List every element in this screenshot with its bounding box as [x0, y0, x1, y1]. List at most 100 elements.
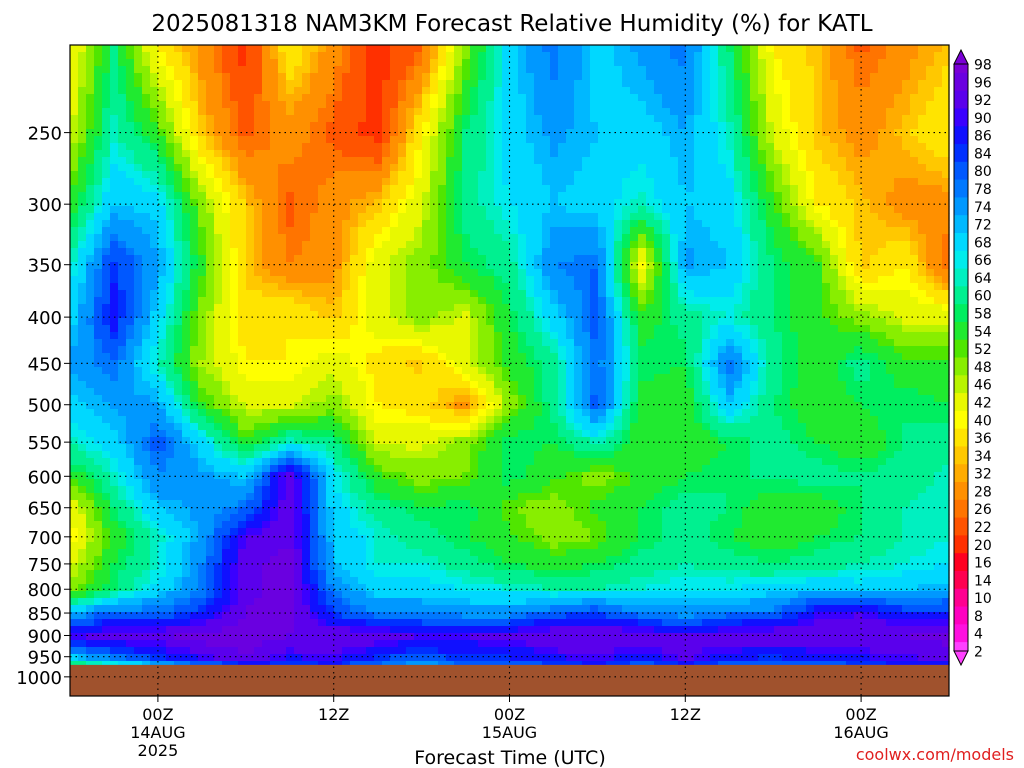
- rh-cell: [590, 290, 599, 298]
- rh-cell: [822, 255, 831, 263]
- rh-cell: [518, 290, 527, 298]
- rh-cell: [238, 101, 247, 109]
- rh-cell: [222, 129, 231, 137]
- rh-cell: [342, 122, 351, 130]
- rh-cell: [542, 255, 551, 263]
- rh-cell: [854, 136, 863, 144]
- rh-cell: [582, 164, 591, 172]
- rh-cell: [726, 311, 735, 319]
- rh-cell: [942, 276, 950, 284]
- rh-cell: [486, 276, 495, 284]
- rh-cell: [942, 332, 950, 340]
- rh-cell: [630, 199, 639, 207]
- rh-cell: [222, 94, 231, 102]
- rh-cell: [870, 185, 879, 193]
- rh-cell: [550, 206, 559, 214]
- rh-cell: [94, 66, 103, 74]
- rh-cell: [622, 59, 631, 67]
- rh-cell: [206, 164, 215, 172]
- rh-cell: [702, 241, 711, 249]
- rh-cell: [926, 255, 935, 263]
- rh-cell: [238, 94, 247, 102]
- rh-cell: [814, 108, 823, 116]
- rh-cell: [606, 178, 615, 186]
- rh-cell: [662, 108, 671, 116]
- rh-cell: [606, 66, 615, 74]
- rh-cell: [774, 136, 783, 144]
- rh-cell: [838, 234, 847, 242]
- rh-cell: [718, 311, 727, 319]
- rh-cell: [726, 262, 735, 270]
- rh-cell: [182, 220, 191, 228]
- rh-cell: [886, 255, 895, 263]
- rh-cell: [678, 276, 687, 284]
- rh-cell: [470, 52, 479, 60]
- rh-cell: [606, 255, 615, 263]
- rh-cell: [198, 108, 207, 116]
- rh-cell: [462, 157, 471, 165]
- rh-cell: [318, 276, 327, 284]
- rh-cell: [582, 136, 591, 144]
- rh-cell: [630, 101, 639, 109]
- rh-cell: [350, 262, 359, 270]
- rh-cell: [470, 122, 479, 130]
- rh-cell: [118, 157, 127, 165]
- rh-cell: [318, 157, 327, 165]
- rh-cell: [406, 248, 415, 256]
- rh-cell: [422, 129, 431, 137]
- rh-cell: [830, 171, 839, 179]
- rh-cell: [70, 304, 79, 312]
- rh-cell: [838, 269, 847, 277]
- rh-cell: [750, 241, 759, 249]
- rh-cell: [518, 192, 527, 200]
- rh-cell: [862, 290, 871, 298]
- rh-cell: [510, 143, 519, 151]
- rh-cell: [190, 157, 199, 165]
- rh-cell: [326, 164, 335, 172]
- rh-cell: [374, 255, 383, 263]
- rh-cell: [566, 304, 575, 312]
- rh-cell: [454, 87, 463, 95]
- rh-cell: [302, 346, 311, 354]
- rh-cell: [942, 115, 950, 123]
- rh-cell: [782, 59, 791, 67]
- rh-cell: [782, 353, 791, 361]
- rh-cell: [390, 192, 399, 200]
- rh-cell: [118, 360, 127, 368]
- rh-cell: [726, 87, 735, 95]
- rh-cell: [702, 297, 711, 305]
- rh-cell: [86, 136, 95, 144]
- rh-cell: [230, 325, 239, 333]
- rh-cell: [590, 248, 599, 256]
- rh-cell: [606, 45, 615, 53]
- rh-cell: [742, 325, 751, 333]
- rh-cell: [246, 136, 255, 144]
- rh-cell: [510, 227, 519, 235]
- rh-cell: [414, 346, 423, 354]
- rh-cell: [70, 241, 79, 249]
- rh-cell: [710, 290, 719, 298]
- rh-cell: [454, 283, 463, 291]
- rh-cell: [806, 101, 815, 109]
- rh-cell: [886, 150, 895, 158]
- rh-cell: [390, 73, 399, 81]
- rh-cell: [598, 269, 607, 277]
- rh-cell: [198, 143, 207, 151]
- rh-cell: [478, 150, 487, 158]
- rh-cell: [862, 311, 871, 319]
- rh-cell: [286, 59, 295, 67]
- rh-cell: [886, 185, 895, 193]
- rh-cell: [926, 115, 935, 123]
- rh-cell: [598, 206, 607, 214]
- rh-cell: [854, 241, 863, 249]
- rh-cell: [654, 108, 663, 116]
- rh-cell: [622, 353, 631, 361]
- rh-cell: [550, 283, 559, 291]
- rh-cell: [534, 304, 543, 312]
- rh-cell: [438, 255, 447, 263]
- rh-cell: [726, 290, 735, 298]
- rh-cell: [894, 325, 903, 333]
- rh-cell: [78, 339, 87, 347]
- rh-cell: [350, 283, 359, 291]
- rh-cell: [782, 339, 791, 347]
